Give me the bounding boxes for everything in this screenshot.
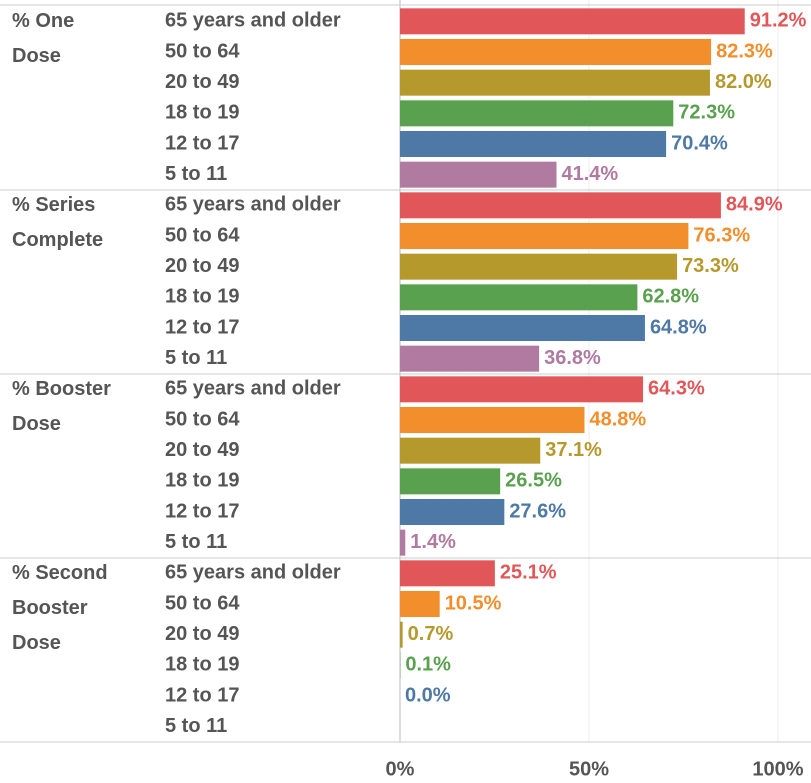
value-label: 91.2%: [750, 10, 807, 32]
x-tick-label: 100%: [752, 758, 803, 780]
category-label: 50 to 64: [165, 224, 240, 246]
bar: [400, 315, 645, 341]
category-label: 65 years and older: [165, 10, 341, 32]
category-label: 20 to 49: [165, 255, 239, 277]
value-label: 64.8%: [650, 316, 707, 338]
bar: [400, 69, 710, 96]
category-label: 12 to 17: [165, 316, 239, 338]
bar: [400, 161, 557, 188]
value-label: 82.3%: [716, 40, 773, 62]
bar: [400, 100, 674, 127]
category-label: 50 to 64: [165, 592, 240, 614]
x-tick-label: 0%: [386, 758, 415, 780]
value-label: 26.5%: [505, 470, 562, 492]
value-label: 62.8%: [642, 286, 699, 308]
bar: [400, 468, 501, 495]
bar: [400, 376, 644, 403]
group-label: % One Dose: [12, 10, 75, 67]
bar: [400, 284, 638, 311]
group-label: % Series Complete: [12, 194, 104, 251]
value-label: 10.5%: [445, 592, 502, 614]
category-label: 18 to 19: [165, 470, 239, 492]
category-label: 20 to 49: [165, 623, 239, 645]
category-label: 18 to 19: [165, 102, 239, 124]
category-label: 18 to 19: [165, 286, 239, 308]
value-label: 82.0%: [715, 71, 772, 93]
value-label: 76.3%: [693, 224, 750, 246]
category-label: 20 to 49: [165, 71, 239, 93]
value-label: 73.3%: [682, 255, 739, 277]
bar: [400, 529, 406, 556]
bar: [400, 192, 721, 219]
category-label: 12 to 17: [165, 684, 239, 706]
category-label: 5 to 11: [165, 715, 227, 737]
category-label: 65 years and older: [165, 562, 341, 584]
value-label: 72.3%: [678, 102, 735, 124]
bar: [400, 223, 689, 249]
bar: [400, 131, 667, 157]
category-label: 5 to 11: [165, 531, 227, 553]
bar: [400, 39, 712, 65]
x-tick-label: 50%: [569, 758, 609, 780]
value-label: 41.4%: [561, 163, 618, 185]
bar: [400, 407, 585, 433]
bar: [400, 345, 540, 372]
value-label: 0.1%: [405, 654, 451, 676]
category-label: 50 to 64: [165, 408, 240, 430]
value-label: 36.8%: [544, 347, 601, 369]
value-label: 84.9%: [726, 194, 783, 216]
category-label: 12 to 17: [165, 500, 239, 522]
group-label: % Booster Dose: [12, 378, 111, 435]
group-label: % Second Booster Dose: [12, 562, 108, 654]
bar: [400, 437, 541, 464]
category-label: 65 years and older: [165, 194, 341, 216]
category-label: 65 years and older: [165, 378, 341, 400]
value-label: 0.7%: [408, 623, 454, 645]
value-label: 37.1%: [545, 439, 602, 461]
category-label: 50 to 64: [165, 40, 240, 62]
bar: [400, 621, 403, 648]
value-label: 64.3%: [648, 378, 705, 400]
bar: [400, 499, 505, 525]
value-label: 70.4%: [671, 132, 728, 154]
value-label: 25.1%: [500, 562, 557, 584]
bar: [400, 8, 745, 35]
category-label: 5 to 11: [165, 347, 227, 369]
category-label: 12 to 17: [165, 132, 239, 154]
category-label: 18 to 19: [165, 654, 239, 676]
bar: [400, 560, 495, 587]
value-label: 0.0%: [405, 684, 451, 706]
category-label: 5 to 11: [165, 163, 227, 185]
bar: [400, 591, 440, 617]
value-label: 48.8%: [589, 408, 646, 430]
bar: [400, 253, 678, 280]
value-label: 1.4%: [410, 531, 456, 553]
value-label: 27.6%: [509, 500, 566, 522]
category-label: 20 to 49: [165, 439, 239, 461]
